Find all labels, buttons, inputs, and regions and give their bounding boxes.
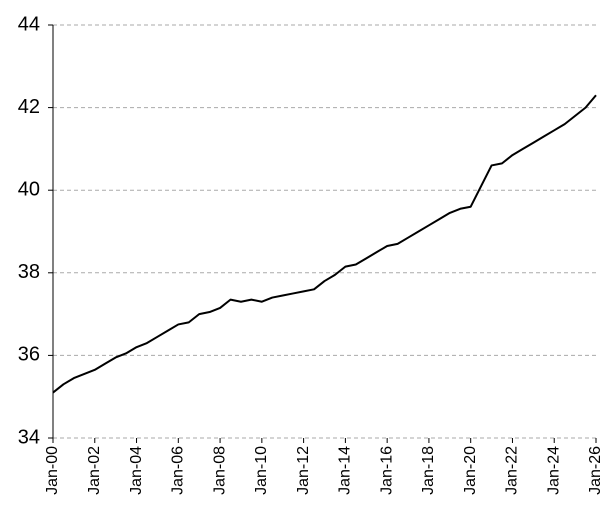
x-tick-label: Jan-00 [44, 446, 61, 495]
y-tick-label: 42 [18, 96, 40, 118]
y-tick-label: 44 [18, 13, 40, 35]
x-tick-label: Jan-02 [86, 446, 103, 495]
x-tick-label: Jan-26 [587, 446, 604, 495]
x-tick-label: Jan-06 [170, 446, 187, 495]
x-tick-label: Jan-08 [211, 446, 228, 495]
x-tick-label: Jan-22 [504, 446, 521, 495]
x-tick-label: Jan-12 [295, 446, 312, 495]
x-tick-label: Jan-14 [337, 446, 354, 495]
y-tick-label: 40 [18, 178, 40, 200]
x-tick-label: Jan-04 [128, 446, 145, 495]
y-tick-label: 38 [18, 261, 40, 283]
y-tick-label: 36 [18, 344, 40, 366]
x-tick-label: Jan-20 [462, 446, 479, 495]
y-tick-label: 34 [18, 426, 40, 448]
line [52, 94, 597, 394]
x-tick-label: Jan-18 [420, 446, 437, 495]
x-tick-label: Jan-10 [253, 446, 270, 495]
x-tick-label: Jan-24 [545, 446, 562, 495]
x-tick-label: Jan-16 [378, 446, 395, 495]
